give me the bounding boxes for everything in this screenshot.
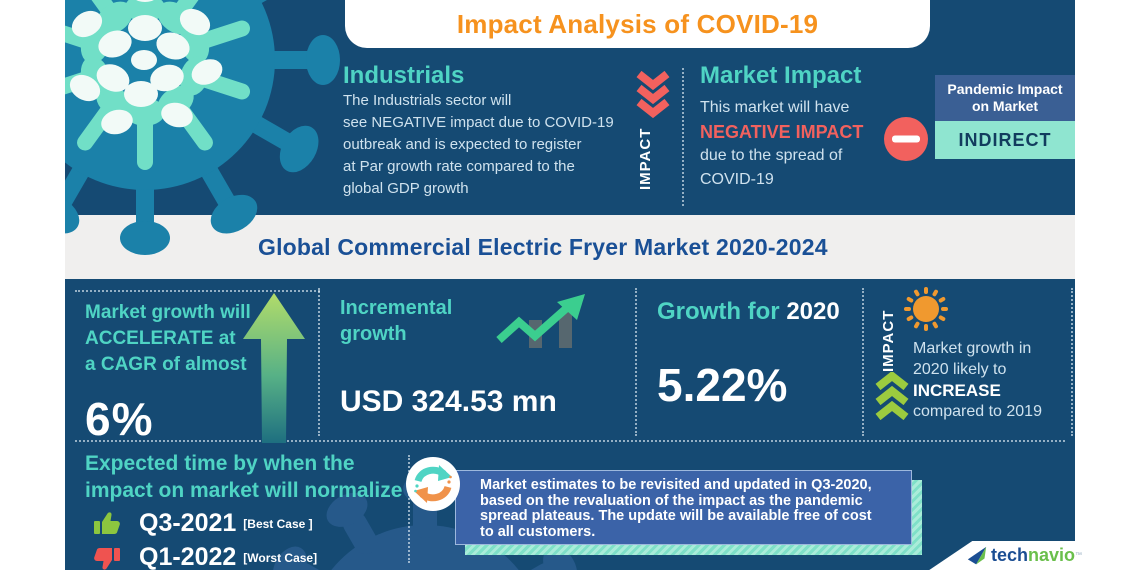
- incremental-growth-stat: Incremental growth USD 324.53 mn: [340, 297, 557, 418]
- divider: [1071, 288, 1073, 436]
- cagr-stat: Market growth will ACCELERATE at a CAGR …: [85, 302, 251, 445]
- outlook-text: Market growth in 2020 likely to INCREASE…: [913, 340, 1042, 420]
- growth-2020-value: 5.22%: [657, 359, 788, 411]
- worst-case-row: Q1-2022 [Worst Case]: [93, 543, 402, 570]
- virus-illustration-icon: [65, 0, 340, 255]
- market-impact-line: due to the spread of: [700, 147, 843, 164]
- arrow-up-icon: [243, 293, 305, 443]
- divider: [318, 288, 320, 436]
- logo-text-navio: navio: [1028, 545, 1076, 565]
- growth-chart-icon: [496, 294, 585, 348]
- divider: [408, 455, 410, 563]
- divider: [682, 68, 684, 206]
- best-case-row: Q3-2021 [Best Case ]: [93, 509, 402, 538]
- divider: [635, 288, 637, 436]
- thumbs-down-icon: [94, 547, 120, 570]
- sector-line: outbreak and is expected to register: [343, 136, 582, 153]
- market-impact-line: COVID-19: [700, 171, 774, 188]
- impact-vertical-label: IMPACT: [880, 309, 897, 372]
- sector-line: global GDP growth: [343, 180, 469, 197]
- divider: [862, 288, 864, 436]
- sector-line: The Industrials sector will: [343, 92, 512, 109]
- divider: [75, 290, 320, 292]
- sector-line: at Par growth rate compared to the: [343, 158, 575, 175]
- normalize-block: Expected time by when the impact on mark…: [85, 452, 403, 570]
- market-impact-line: This market will have: [700, 99, 850, 116]
- market-impact-block: Market Impact This market will have NEGA…: [700, 62, 863, 192]
- impact-vertical-label: IMPACT: [637, 127, 654, 190]
- market-impact-heading: Market Impact: [700, 62, 862, 89]
- growth-2020-heading: Growth for 2020: [657, 298, 840, 325]
- technavio-logo-icon: [967, 546, 987, 564]
- update-note-box: Market estimates to be revisited and upd…: [455, 470, 912, 545]
- sector-heading: Industrials: [343, 62, 465, 89]
- pandemic-box-title: Pandemic Impact on Market: [935, 75, 1075, 121]
- best-case-label: [Best Case ]: [243, 516, 313, 531]
- sector-block: Industrials The Industrials sector will …: [343, 62, 614, 200]
- worst-case-value: Q1-2022: [139, 543, 237, 570]
- cagr-value: 6%: [85, 393, 154, 445]
- pandemic-impact-box: Pandemic Impact on Market INDIRECT: [935, 75, 1075, 159]
- main-panel: Impact Analysis of COVID-19 Industrials …: [65, 0, 1075, 570]
- incremental-growth-value: USD 324.53 mn: [340, 385, 557, 418]
- best-case-value: Q3-2021: [139, 509, 237, 537]
- minus-circle-icon: [884, 117, 928, 161]
- logo-trademark: ™: [1075, 552, 1083, 559]
- pandemic-impact-value: INDIRECT: [935, 121, 1075, 159]
- divider: [75, 440, 1065, 442]
- growth-2020-stat: Growth for 2020 5.22%: [657, 298, 840, 412]
- logo-text-tech: tech: [991, 545, 1029, 565]
- increase-label: INCREASE: [913, 381, 1001, 400]
- negative-impact-label: NEGATIVE IMPACT: [700, 122, 864, 142]
- thumbs-up-icon: [94, 511, 120, 534]
- top-banner: Impact Analysis of COVID-19: [345, 0, 930, 48]
- refresh-icon: [406, 457, 460, 511]
- sector-line: see NEGATIVE impact due to COVID-19: [343, 114, 614, 131]
- chevrons-down-icon: [636, 70, 670, 119]
- worst-case-label: [Worst Case]: [243, 550, 318, 565]
- banner-title: Impact Analysis of COVID-19: [456, 8, 819, 39]
- page-title: Global Commercial Electric Fryer Market …: [258, 233, 828, 260]
- chevrons-up-icon: [875, 372, 909, 421]
- virus-small-icon: [904, 287, 948, 331]
